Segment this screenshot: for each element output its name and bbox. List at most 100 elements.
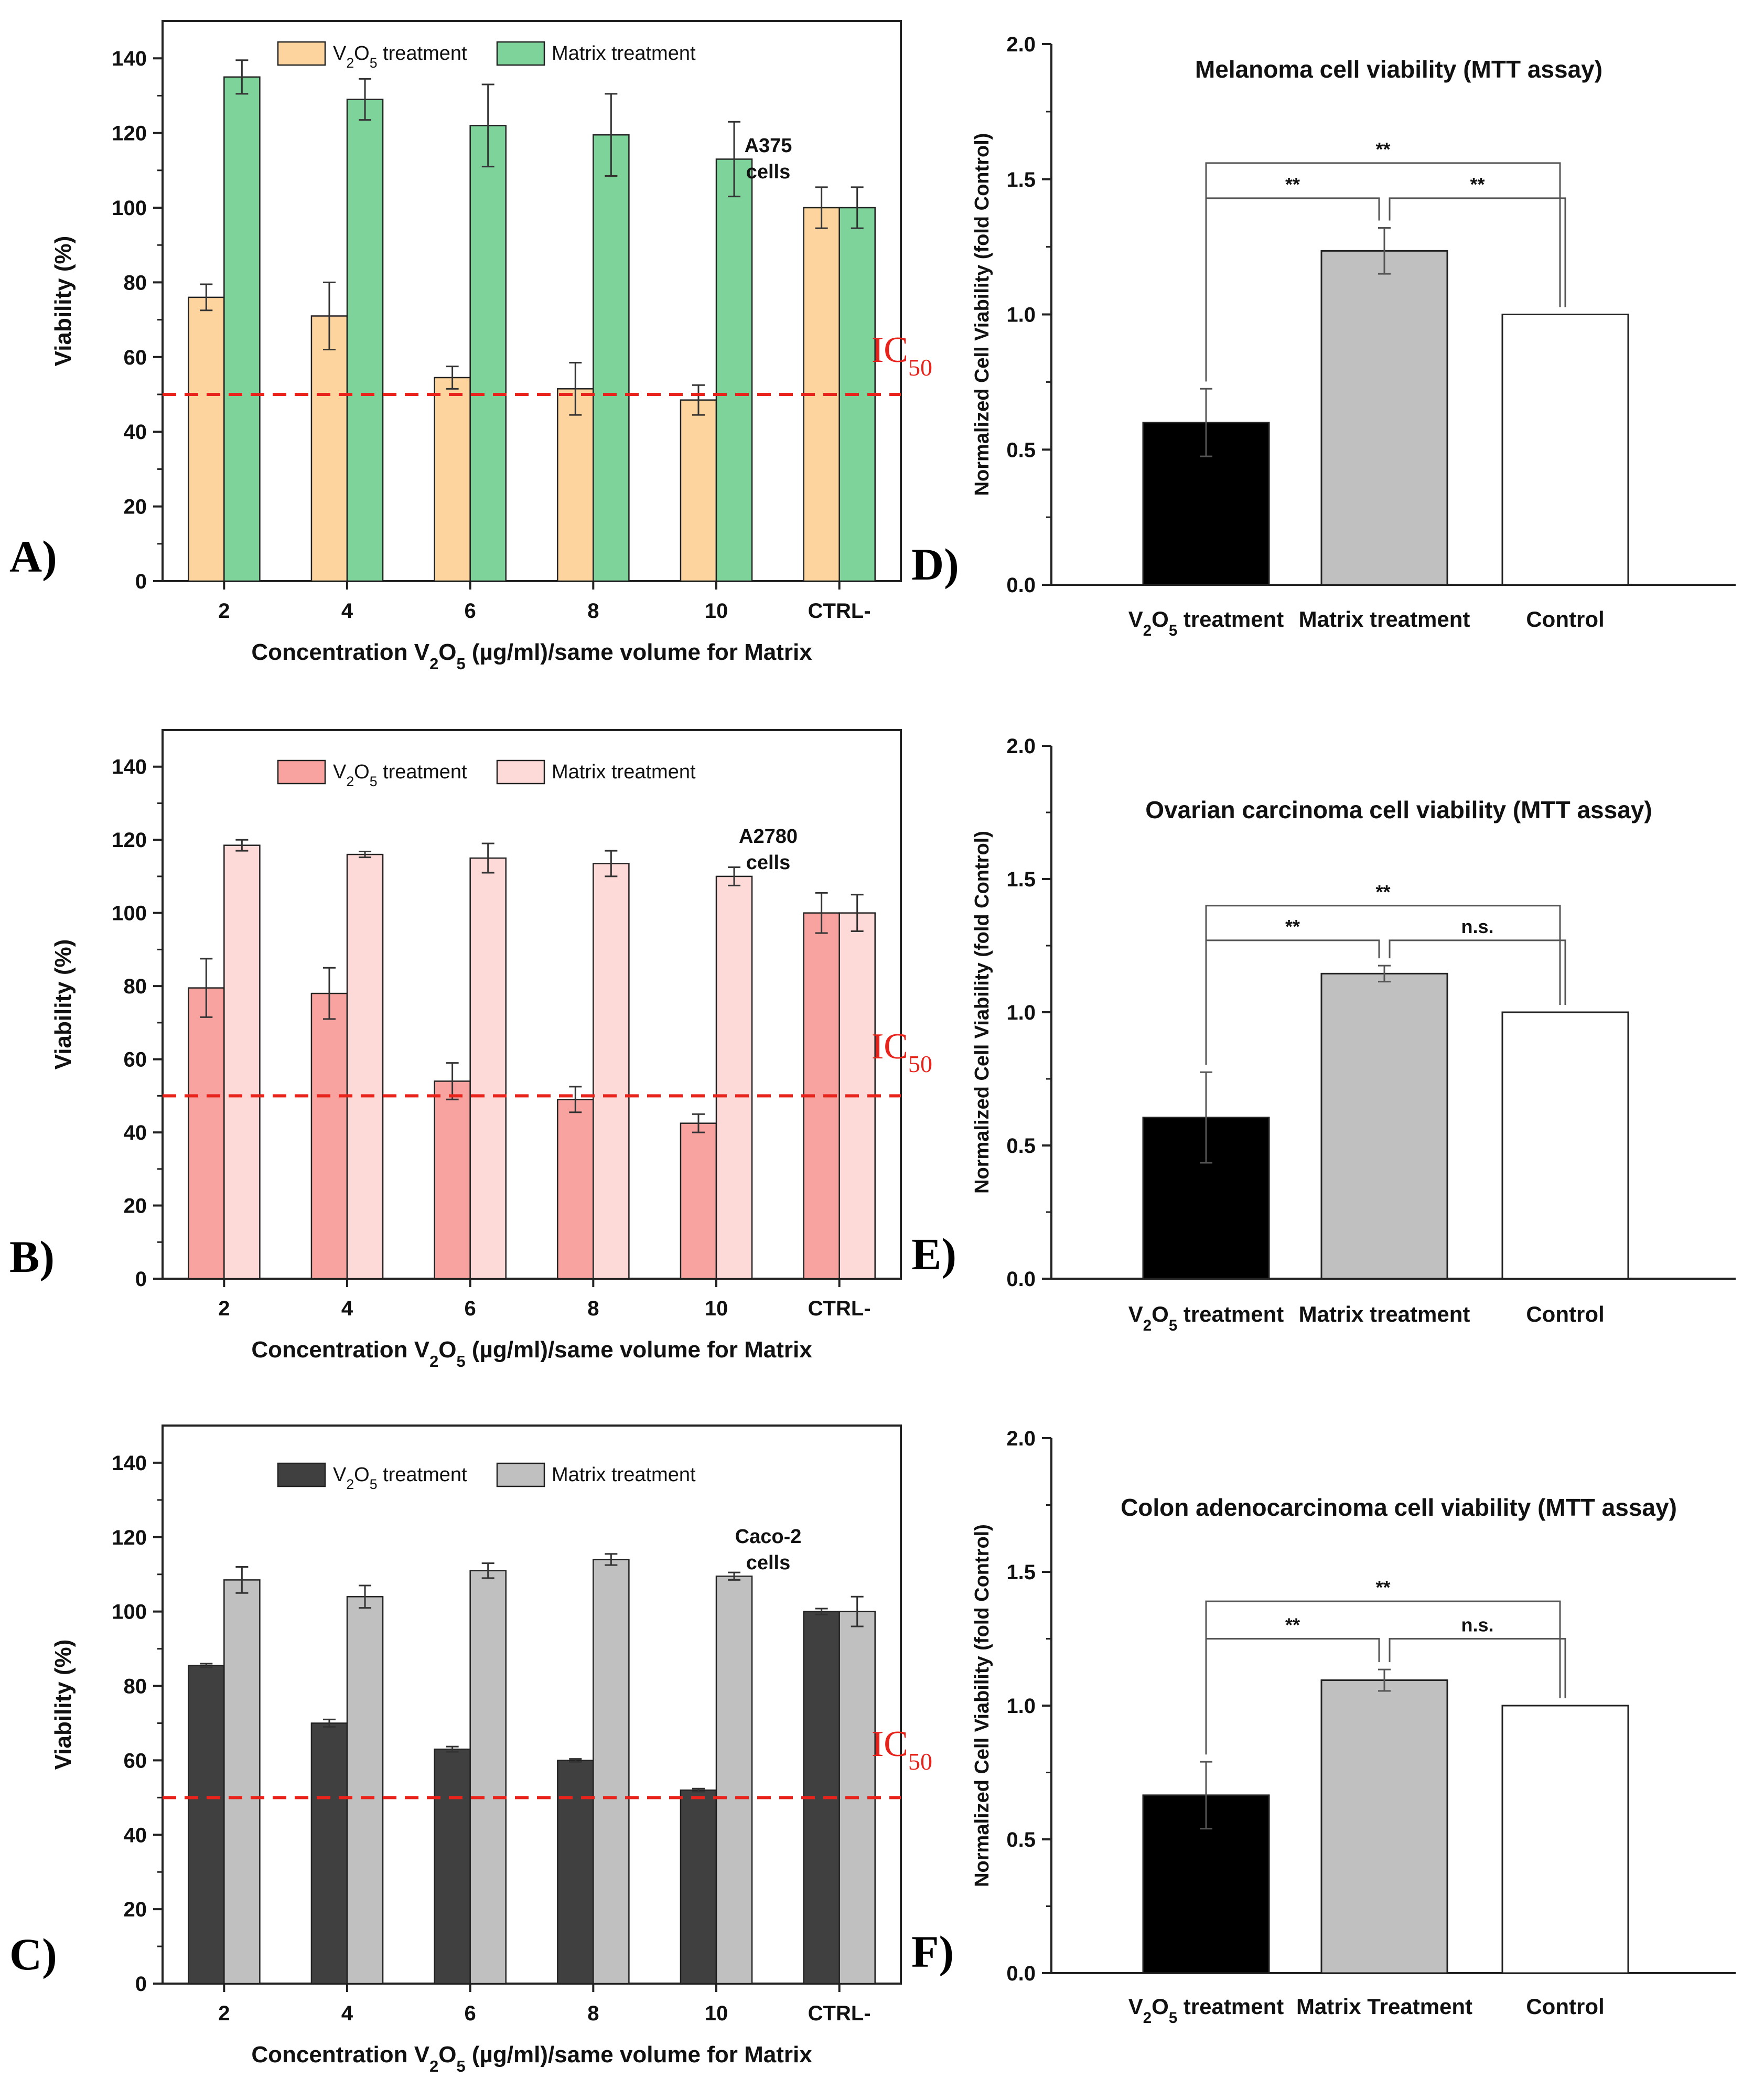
x-tick-label: 10	[705, 599, 728, 623]
cell-line-label: A375	[745, 135, 792, 157]
bar-v2o5	[188, 296, 225, 582]
legend-label-v2o5: V2O5 treatment	[333, 1464, 467, 1492]
chart-title: Ovarian carcinoma cell viability (MTT as…	[1145, 796, 1652, 823]
y-tick-label: 120	[112, 1526, 147, 1549]
y-tick-label: 100	[112, 1601, 147, 1624]
plot-frame	[162, 20, 902, 582]
y-axis-title: Normalized Cell Viability (fold Control)	[971, 831, 993, 1194]
bar-matrix	[715, 158, 753, 582]
legend-label-v2o5: V2O5 treatment	[333, 42, 467, 71]
chart-title: Melanoma cell viability (MTT assay)	[1195, 56, 1602, 83]
x-tick-label: 4	[341, 1297, 353, 1320]
bar-v2o5	[434, 1748, 471, 1985]
y-tick-label: 60	[124, 1749, 147, 1772]
y-tick-label: 140	[112, 47, 147, 70]
bar-control	[1501, 314, 1629, 586]
significance-label: **	[1375, 1577, 1390, 1598]
y-tick-label: 2.0	[1006, 735, 1036, 758]
significance-label: n.s.	[1461, 1614, 1493, 1636]
y-axis-title: Viability (%)	[50, 236, 76, 367]
plot-frame	[162, 1424, 902, 1985]
y-tick-label: 1.5	[1006, 1561, 1036, 1584]
y-tick-label: 120	[112, 829, 147, 852]
y-tick-label: 20	[124, 1898, 147, 1921]
bar-control	[1501, 1705, 1629, 1974]
y-tick-label: 0	[135, 1973, 147, 1996]
x-category-label: V2O5 treatment	[1128, 607, 1284, 639]
significance-label: **	[1375, 881, 1390, 903]
y-tick-label: 0.0	[1006, 574, 1036, 597]
y-tick-label: 60	[124, 1048, 147, 1072]
y-tick-label: 1.5	[1006, 168, 1036, 191]
x-tick-label: 10	[705, 2002, 728, 2025]
legend: V2O5 treatment Matrix treatment	[277, 41, 696, 71]
legend-swatch-matrix	[496, 41, 545, 66]
cell-line-label: cells	[746, 161, 791, 183]
legend-label-matrix: Matrix treatment	[552, 1464, 696, 1486]
x-axis-title: Concentration V2O5 (µg/ml)/same volume f…	[251, 1337, 812, 1370]
bar-matrix	[593, 134, 630, 582]
panel-label: A)	[9, 531, 57, 582]
ic50-label: IC50	[872, 1724, 932, 1775]
x-category-label: Matrix treatment	[1299, 1302, 1470, 1326]
bar-matrix	[469, 125, 507, 582]
bar-matrix	[1320, 972, 1448, 1280]
bar-matrix	[1320, 1679, 1448, 1974]
y-tick-label: 0.5	[1006, 1828, 1036, 1851]
chart-A: 0 20 40 60 80 100 120 140 2 4 6 8 10 CTRL- IC50 V2O5 tr…	[9, 20, 932, 673]
legend-label-matrix: Matrix treatment	[552, 42, 696, 65]
significance-bracket	[1205, 162, 1561, 382]
y-tick-label: 0.5	[1006, 1134, 1036, 1158]
cell-line-label: A2780	[739, 826, 798, 848]
x-category-label: V2O5 treatment	[1128, 1302, 1284, 1334]
y-tick-label: 0.0	[1006, 1962, 1036, 1985]
y-tick-label: 0	[135, 570, 147, 593]
x-tick-label: CTRL-	[808, 599, 871, 623]
significance-bracket	[1389, 939, 1566, 1005]
significance-label: **	[1285, 174, 1300, 195]
y-axis-title: Normalized Cell Viability (fold Control)	[971, 133, 993, 496]
x-category-label: Matrix Treatment	[1296, 1994, 1472, 2019]
x-tick-label: 8	[587, 1297, 599, 1320]
y-tick-label: 100	[112, 902, 147, 925]
chart-D: 0.0 0.5 1.0 1.5 2.0 Melanoma cell viability (…	[911, 33, 1736, 639]
y-tick-label: 1.0	[1006, 304, 1036, 327]
legend-swatch-matrix	[496, 1462, 545, 1487]
bar-matrix	[469, 1570, 507, 1985]
bar-v2o5	[434, 377, 471, 582]
bar-matrix	[469, 857, 507, 1280]
significance-bracket	[1205, 1600, 1561, 1755]
y-tick-label: 140	[112, 756, 147, 779]
y-tick-label: 40	[124, 1824, 147, 1847]
x-category-label: Matrix treatment	[1299, 607, 1470, 631]
x-tick-label: CTRL-	[808, 1297, 871, 1320]
y-tick-label: 40	[124, 1121, 147, 1144]
bar-v2o5	[310, 992, 348, 1280]
x-tick-label: 6	[465, 599, 476, 623]
y-tick-label: 0.0	[1006, 1268, 1036, 1291]
y-tick-label: 2.0	[1006, 1427, 1036, 1450]
bar-matrix	[593, 863, 630, 1280]
bar-control	[1501, 1011, 1629, 1280]
panel-label: F)	[911, 1926, 954, 1977]
significance-bracket	[1205, 905, 1561, 1065]
bar-v2o5	[680, 399, 717, 582]
bar-v2o5	[188, 987, 225, 1280]
bar-v2o5	[557, 1099, 594, 1280]
y-tick-label: 20	[124, 1195, 147, 1218]
bar-v2o5	[310, 1722, 348, 1985]
y-tick-label: 1.5	[1006, 868, 1036, 891]
cell-line-label: cells	[746, 1552, 791, 1574]
y-tick-label: 140	[112, 1452, 147, 1475]
y-tick-label: 80	[124, 975, 147, 998]
bar-matrix	[346, 1596, 384, 1985]
y-tick-label: 1.0	[1006, 1001, 1036, 1024]
panel-label: B)	[9, 1231, 55, 1282]
cell-line-label: cells	[746, 852, 791, 874]
bar-v2o5	[434, 1080, 471, 1280]
x-tick-label: 2	[218, 599, 230, 623]
significance-label: **	[1375, 138, 1390, 160]
plot-frame	[162, 729, 902, 1280]
bar-matrix	[223, 844, 261, 1280]
